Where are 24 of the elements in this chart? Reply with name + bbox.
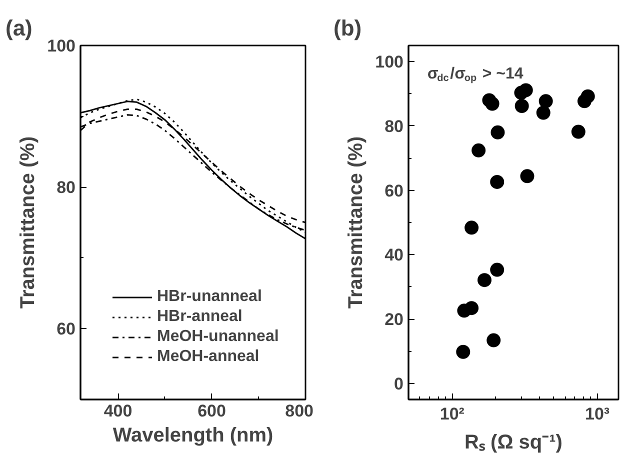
y-tick-label: 80 — [56, 178, 76, 198]
y-tick-label: 100 — [47, 36, 76, 56]
x-tick-label: 600 — [198, 402, 226, 420]
chart-title: (a) — [6, 16, 32, 40]
legend-label: MeOH-anneal — [157, 348, 260, 366]
x-tick-label: 10² — [440, 404, 465, 424]
x-tick-label: 400 — [104, 402, 132, 420]
y-tick-label: 60 — [384, 181, 404, 200]
x-axis-title: Rₛ (Ω sq⁻¹) — [464, 432, 562, 454]
y-tick-label: 0 — [394, 374, 404, 394]
legend-label: MeOH-unanneal — [157, 328, 279, 346]
chart-title: (b) — [334, 16, 362, 40]
y-tick-label: 40 — [384, 246, 404, 265]
legend-label: HBr-unanneal — [157, 288, 262, 306]
y-tick-label: 20 — [384, 310, 404, 330]
y-axis-title: Transmittance (%) — [17, 136, 40, 309]
y-axis-title: Transmittance (%) — [345, 136, 368, 309]
x-tick-label: 10³ — [585, 404, 610, 424]
x-axis-title: Wavelength (nm) — [112, 424, 274, 446]
x-tick-label: 800 — [285, 402, 314, 420]
y-tick-label: 100 — [375, 52, 404, 72]
y-tick-label: 80 — [384, 116, 404, 136]
legend-label: HBr-anneal — [157, 308, 242, 326]
y-tick-label: 60 — [56, 320, 76, 339]
